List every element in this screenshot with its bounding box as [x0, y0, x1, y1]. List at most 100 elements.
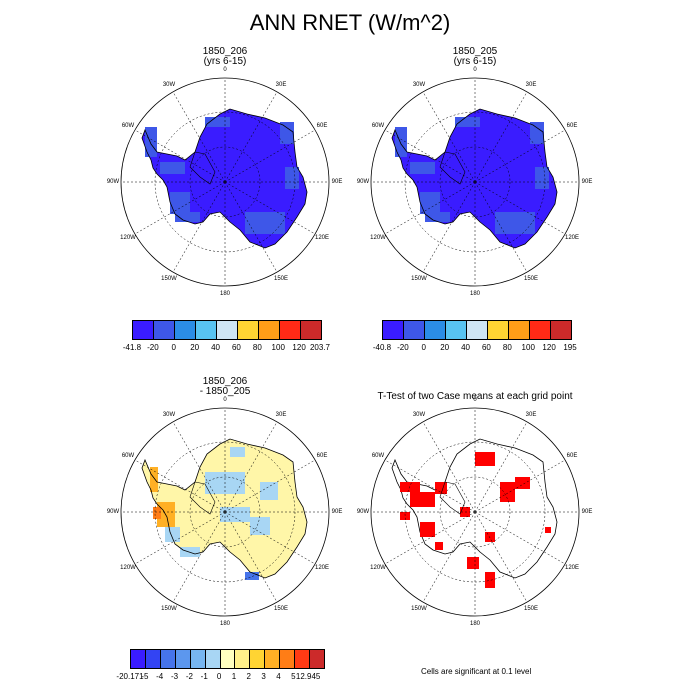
longitude-label: 60W [121, 123, 135, 129]
colorbar-box [131, 650, 146, 668]
diff-cell-negative [220, 507, 250, 522]
colorbar-box [217, 321, 238, 339]
colorbar-box [301, 321, 321, 339]
map-panel-difference [120, 407, 330, 617]
longitude-label: 30E [525, 412, 537, 418]
coastal-cell [420, 192, 440, 214]
significant-cell [545, 527, 551, 533]
longitude-label: 60E [566, 123, 578, 129]
ice-shelf-line [189, 151, 216, 185]
colorbar-box [467, 321, 488, 339]
colorbar-tick-label: 20 [190, 343, 200, 352]
meridian [422, 91, 476, 183]
panel4-title-line1: T-Test of two Case means at each grid po… [377, 391, 573, 402]
colorbar-difference [130, 649, 325, 669]
panel1-title-line2: (yrs 6-15) [203, 56, 247, 67]
meridian [384, 181, 476, 235]
diff-cell-negative [165, 527, 180, 542]
coastal-cell [455, 117, 480, 127]
colorbar-tick-label: 60 [481, 343, 491, 352]
panel2-title: 1850_205 (yrs 6-15) [400, 47, 550, 67]
significant-cell [400, 512, 410, 520]
significant-cell [500, 482, 515, 502]
coastal-cell [245, 212, 285, 234]
colorbar-box [235, 650, 251, 668]
map-boundary [370, 77, 580, 287]
meridian [384, 511, 476, 565]
meridian [224, 181, 316, 235]
meridian [474, 511, 528, 603]
colorbar-box [259, 321, 280, 339]
panel3-title-line2: - 1850_205 [199, 386, 251, 397]
colorbar-tick-label: 0 [216, 672, 222, 681]
map-panel-1850-205 [370, 77, 580, 287]
map-boundary [120, 407, 330, 617]
longitude-label: 90E [581, 509, 593, 515]
colorbar-box [133, 321, 154, 339]
longitude-label: 60W [371, 123, 385, 129]
diff-cell-positive [150, 467, 158, 492]
longitude-label: 150E [273, 275, 289, 282]
colorbar-box [205, 650, 221, 668]
longitude-label: 30E [525, 82, 537, 88]
colorbar-box [220, 650, 236, 668]
latitude-circle [189, 146, 261, 218]
colorbar-box [175, 650, 191, 668]
panel1-title: 1850_206 (yrs 6-15) [150, 47, 300, 67]
map-panel-1850-206 [120, 77, 330, 287]
longitude-label: 30W [412, 82, 426, 88]
longitude-label: 150E [273, 605, 289, 612]
colorbar-box [280, 650, 296, 668]
panel4-title: T-Test of two Case means at each grid po… [360, 392, 590, 402]
coastal-cell [205, 117, 230, 127]
meridian [172, 181, 226, 273]
longitude-label: 120W [120, 565, 136, 571]
significant-cell [485, 532, 495, 542]
figure-title: ANN RNET (W/m^2) [249, 10, 451, 35]
meridian [474, 459, 566, 513]
meridian [134, 511, 226, 565]
colorbar-tick-label: 1 [231, 672, 237, 681]
colorbar-tick-label: 12.945 [295, 672, 321, 681]
colorbar-box [310, 650, 324, 668]
panel2-title-line2: (yrs 6-15) [453, 56, 497, 67]
colorbar-tick-label: 20 [440, 343, 450, 352]
meridian [224, 181, 278, 273]
longitude-label: 90E [331, 509, 343, 515]
colorbar-tick-label: -2 [185, 672, 193, 681]
longitude-label: 90W [106, 179, 120, 185]
coastline [141, 438, 308, 579]
diff-cell-negative [250, 517, 270, 535]
meridian [172, 421, 226, 513]
longitude-label: 150W [411, 605, 427, 612]
colorbar-tick-label: 195 [563, 343, 577, 352]
coastline [391, 108, 558, 249]
ice-shelf-line [439, 481, 466, 515]
colorbar-tick-label: 3 [261, 672, 266, 681]
colorbar-tick-label: 100 [521, 343, 535, 352]
meridian [134, 129, 226, 183]
colorbar-box [509, 321, 530, 339]
coastline [141, 108, 308, 249]
colorbar-tick-label: -5 [141, 672, 149, 681]
coastal-cell [410, 162, 435, 174]
significant-cell [515, 477, 530, 489]
longitude-label: 60E [316, 453, 328, 459]
latitude-circle [154, 441, 296, 583]
meridian [172, 91, 226, 183]
map-panel-ttest [370, 407, 580, 617]
colorbar-tick-label: -20 [147, 343, 159, 352]
coastal-cell [285, 167, 299, 189]
longitude-label: 120W [120, 235, 136, 241]
colorbar-box [265, 650, 281, 668]
longitude-label: 0 [473, 397, 477, 403]
meridian [474, 91, 528, 183]
colorbar-box [280, 321, 301, 339]
longitude-label: 120E [564, 235, 579, 241]
significant-cell [475, 452, 495, 466]
meridian [474, 421, 528, 513]
colorbar-1850-206 [132, 320, 322, 340]
diff-cell-negative [230, 447, 245, 457]
meridian [224, 511, 278, 603]
